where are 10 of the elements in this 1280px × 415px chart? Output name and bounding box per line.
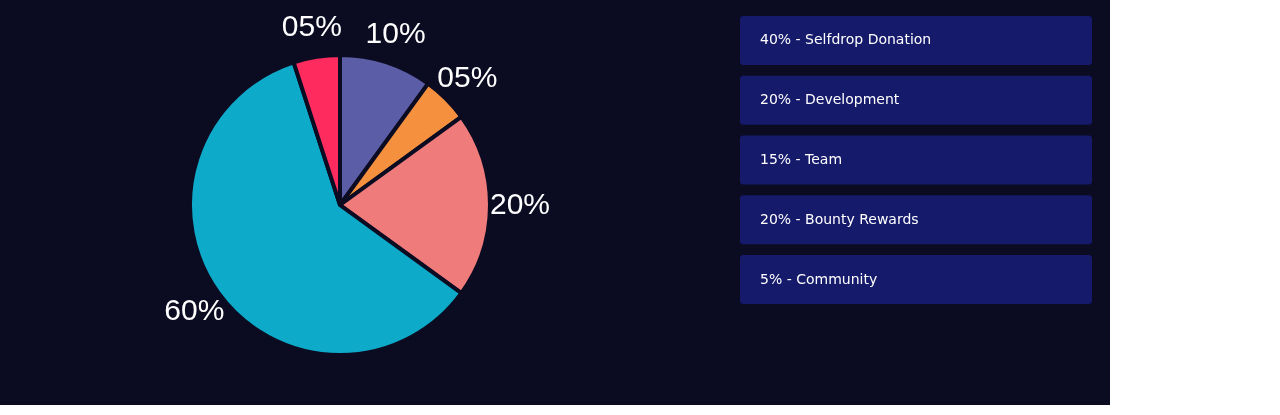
text: 40% - Selfdrop Donation bbox=[760, 31, 932, 48]
text: 15% - Team bbox=[760, 151, 843, 167]
text: 20% - Development bbox=[760, 91, 900, 108]
data-label: 60% bbox=[164, 292, 225, 326]
data-label: 05% bbox=[437, 59, 498, 93]
text: 20% - Bounty Rewards bbox=[760, 210, 919, 227]
data-label: 20% bbox=[489, 187, 551, 220]
data-label: 10% bbox=[365, 15, 426, 49]
text: 5% - Community bbox=[760, 270, 878, 287]
data-label: 05% bbox=[281, 9, 342, 43]
